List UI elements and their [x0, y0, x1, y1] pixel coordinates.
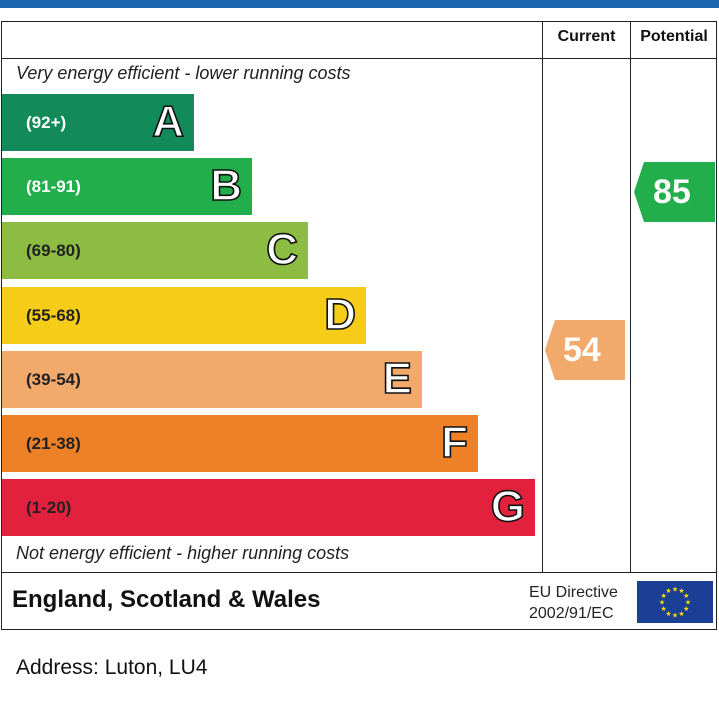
eu-star-icon: ★	[661, 592, 667, 600]
band-range-label: (81-91)	[26, 177, 81, 196]
band-letter: F	[440, 417, 468, 468]
column-divider-current	[542, 21, 543, 573]
eu-directive-text: EU Directive 2002/91/EC	[529, 582, 618, 624]
band-range-label: (55-68)	[26, 306, 81, 325]
eu-star-icon: ★	[683, 592, 689, 600]
band-range-label: (69-80)	[26, 241, 81, 260]
eu-star-icon: ★	[665, 610, 671, 618]
band-g: (1-20) G	[2, 479, 535, 536]
eu-directive-line1: EU Directive	[529, 584, 618, 601]
efficient-note: Very energy efficient - lower running co…	[16, 63, 351, 83]
column-divider-potential	[630, 21, 631, 573]
band-letter: D	[323, 289, 356, 340]
current-rating-indicator: 54	[545, 320, 625, 380]
band-letter: A	[151, 96, 184, 147]
eu-star-icon: ★	[683, 605, 689, 613]
band-letter: B	[209, 160, 242, 211]
eu-star-icon: ★	[659, 599, 665, 607]
potential-rating-indicator: 85	[634, 162, 715, 222]
band-range-label: (1-20)	[26, 498, 72, 517]
eu-flag-icon: ★ ★ ★ ★ ★ ★ ★ ★ ★ ★ ★ ★	[637, 581, 713, 623]
eu-star-icon: ★	[672, 612, 678, 620]
band-f: (21-38) F	[2, 415, 478, 472]
eu-star-icon: ★	[661, 605, 667, 613]
address-text: Address: Luton, LU4	[16, 656, 208, 679]
band-letter: C	[265, 224, 298, 275]
eu-directive-line2: 2002/91/EC	[529, 605, 614, 622]
eu-star-icon: ★	[672, 586, 678, 594]
top-banner	[0, 0, 719, 8]
potential-rating-value: 85	[653, 173, 691, 211]
footer-divider	[1, 572, 717, 573]
band-letter: G	[490, 481, 526, 532]
eu-star-icon: ★	[678, 610, 684, 618]
region-label: England, Scotland & Wales	[12, 586, 321, 613]
band-b: (81-91) B	[2, 158, 252, 215]
column-header-current: Current	[557, 28, 616, 45]
band-range-label: (21-38)	[26, 434, 81, 453]
band-letter: E	[382, 353, 413, 404]
potential-rating-arrow	[634, 162, 715, 222]
band-a: (92+) A	[2, 94, 194, 151]
header-divider	[1, 58, 717, 59]
band-range-label: (39-54)	[26, 370, 81, 389]
current-rating-arrow	[545, 320, 625, 380]
band-d: (55-68) D	[2, 287, 366, 344]
band-range-label: (92+)	[26, 113, 67, 132]
band-e: (39-54) E	[2, 351, 422, 408]
eu-star-icon: ★	[665, 587, 671, 595]
eu-star-icon: ★	[685, 599, 691, 607]
band-c: (69-80) C	[2, 222, 308, 279]
eu-star-icon: ★	[678, 587, 684, 595]
inefficient-note: Not energy efficient - higher running co…	[16, 543, 350, 563]
current-rating-value: 54	[563, 331, 601, 369]
column-header-potential: Potential	[640, 28, 708, 45]
epc-chart-frame	[1, 21, 717, 630]
